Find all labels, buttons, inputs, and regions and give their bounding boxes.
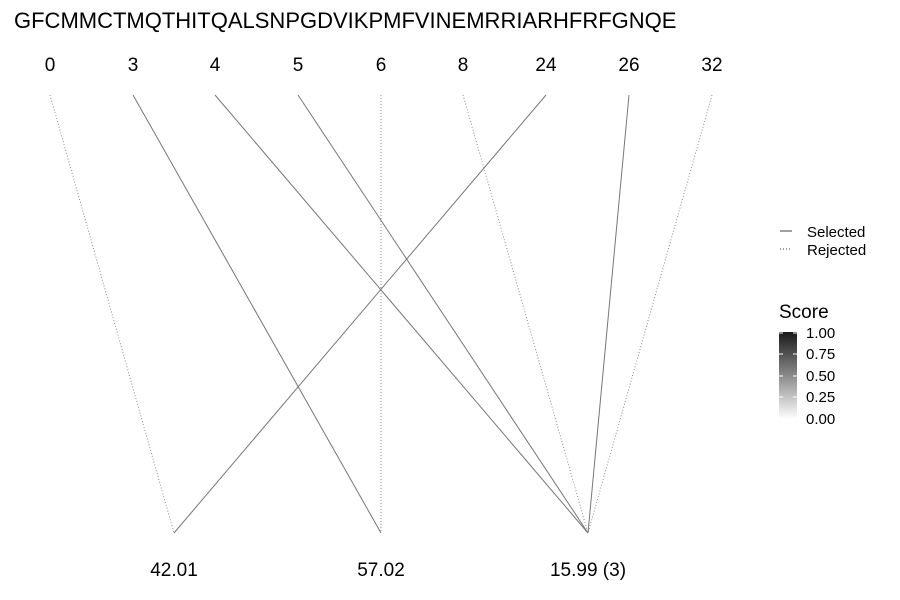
position-label-6: 6 — [376, 55, 387, 76]
score-tick-0.75: 0.75 — [806, 346, 835, 363]
link-5-to-15.99 — [297, 94, 589, 534]
bottom-mass-labels: 42.01 57.02 15.99 (3) — [150, 560, 626, 581]
mass-label-2: 57.02 — [357, 560, 405, 581]
position-label-4: 4 — [210, 55, 221, 76]
position-label-8: 8 — [458, 55, 469, 76]
score-ticks: 1.00 0.75 0.50 0.25 0.00 — [779, 325, 835, 428]
legend-label-selected: Selected — [807, 224, 865, 241]
position-label-24: 24 — [535, 55, 557, 76]
link-4-to-15.99 — [214, 94, 589, 534]
top-position-labels: 0 3 4 5 6 8 24 26 32 — [45, 55, 723, 76]
link-24-to-42.01 — [173, 94, 547, 534]
score-tick-0.00: 0.00 — [806, 411, 835, 428]
mass-label-3: 15.99 (3) — [550, 560, 626, 581]
linetype-legend: Selected Rejected — [780, 224, 866, 259]
score-tick-0.25: 0.25 — [806, 389, 835, 406]
sequence-text: GFCMMCTMQTHITQALSNPGDVIKPMFVINEMRRIARHFR… — [14, 8, 676, 33]
position-label-5: 5 — [293, 55, 304, 76]
score-tick-0.50: 0.50 — [806, 368, 835, 385]
legend-label-rejected: Rejected — [807, 242, 866, 259]
position-label-32: 32 — [701, 55, 722, 76]
link-26-to-15.99 — [587, 94, 630, 534]
score-tick-1.00: 1.00 — [806, 325, 835, 342]
link-32-to-15.99 — [587, 94, 713, 534]
score-legend-title: Score — [779, 302, 829, 323]
position-label-0: 0 — [45, 55, 56, 76]
mass-label-1: 42.01 — [150, 560, 198, 581]
score-legend: Score 1.00 0.75 0.50 0.25 0.00 — [779, 302, 835, 428]
score-colorbar — [779, 332, 797, 419]
link-lines — [49, 94, 713, 534]
position-label-3: 3 — [128, 55, 139, 76]
link-3-to-57.02 — [132, 94, 382, 534]
link-8-to-15.99 — [462, 94, 589, 534]
link-0-to-42.01 — [49, 94, 175, 534]
position-label-26: 26 — [618, 55, 639, 76]
